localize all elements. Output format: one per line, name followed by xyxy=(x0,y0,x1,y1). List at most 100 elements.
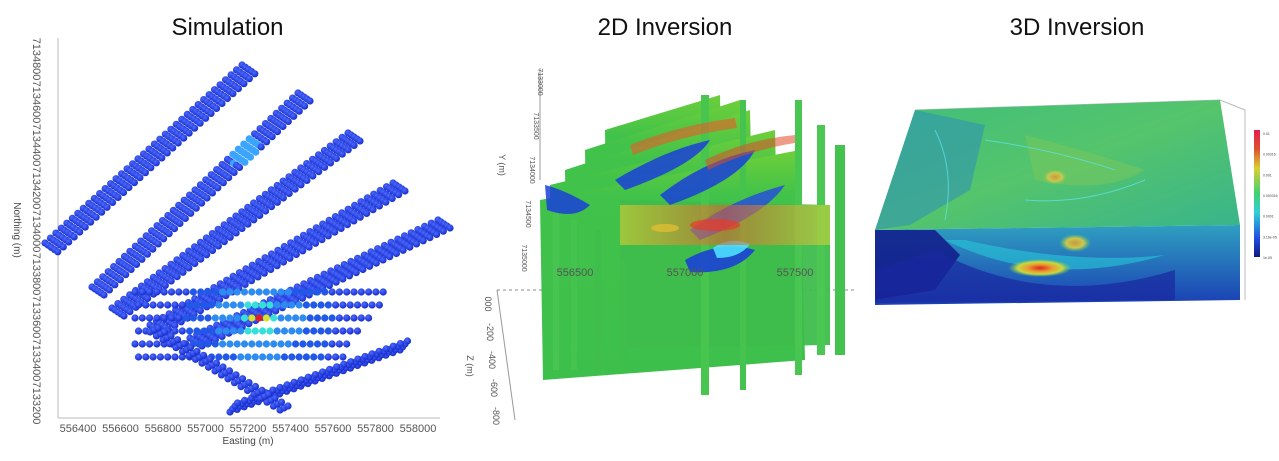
data-dot xyxy=(185,129,193,137)
simulation-plot: 556400 556600 556800 557000 557200 557400 5576… xyxy=(11,38,454,447)
data-dot xyxy=(146,340,154,348)
data-dot xyxy=(182,288,190,296)
data-dot xyxy=(340,360,348,368)
data-dot xyxy=(333,363,341,371)
data-dot xyxy=(196,307,204,315)
data-dot xyxy=(218,99,226,108)
data-dot xyxy=(130,179,138,187)
data-dot xyxy=(70,233,78,241)
simulation-xlabel: Easting (m) xyxy=(222,436,273,447)
data-dot xyxy=(339,353,347,361)
inversion-2d-panel: 2D Inversion xyxy=(455,0,923,461)
data-dot xyxy=(283,381,291,389)
data-dot xyxy=(343,340,351,348)
data-dot xyxy=(222,353,230,361)
data-dot xyxy=(171,353,179,361)
data-dot xyxy=(268,133,276,141)
data-dot xyxy=(197,288,205,296)
data-dot xyxy=(280,353,289,361)
data-dot xyxy=(310,353,318,361)
data-dot xyxy=(375,301,383,309)
x-tick-label: 557200 xyxy=(230,423,267,435)
data-dot xyxy=(245,320,253,328)
data-dot xyxy=(264,390,273,398)
data-dot xyxy=(193,301,201,309)
data-dot xyxy=(119,188,128,197)
data-dot xyxy=(160,314,168,322)
top-anomaly xyxy=(1042,169,1068,185)
data-dot xyxy=(254,273,262,281)
data-dot xyxy=(170,225,179,233)
data-dot xyxy=(299,288,307,296)
data-dot xyxy=(255,288,263,296)
inversion-2d-z-ticks: 000 -200 -400 -600 -800 xyxy=(483,296,501,425)
data-dot xyxy=(248,314,256,322)
data-dot xyxy=(292,250,300,259)
y-tick-label: 7133800 xyxy=(30,253,42,296)
data-dot xyxy=(202,114,210,122)
data-dot xyxy=(175,314,183,322)
x-tick-label: 556400 xyxy=(60,423,97,435)
data-dot xyxy=(142,353,150,361)
data-dot xyxy=(193,347,201,355)
data-dot xyxy=(226,233,234,241)
data-dot xyxy=(285,189,293,198)
data-dot xyxy=(156,353,164,361)
data-dot xyxy=(326,365,334,373)
data-dot xyxy=(292,288,300,296)
data-dot xyxy=(290,378,298,386)
data-dot xyxy=(149,301,157,309)
data-dot xyxy=(225,367,234,375)
data-dot xyxy=(263,138,271,146)
data-dot xyxy=(331,228,339,236)
data-dot xyxy=(134,327,143,335)
data-dot xyxy=(173,336,182,344)
data-dot xyxy=(321,288,329,296)
x-tick-label: 558000 xyxy=(400,423,437,435)
data-dot xyxy=(127,265,135,274)
data-dot xyxy=(354,355,362,363)
data-dot xyxy=(306,288,314,296)
data-dot xyxy=(343,288,351,296)
data-dot xyxy=(214,242,222,250)
data-dot xyxy=(167,288,176,296)
contour-lines xyxy=(934,129,1146,221)
data-dot xyxy=(419,237,427,245)
simulation-dots xyxy=(41,61,454,416)
data-dot xyxy=(288,327,296,335)
data-dot xyxy=(206,355,214,363)
data-dot xyxy=(65,238,73,246)
data-dot xyxy=(259,301,267,309)
data-dot xyxy=(246,153,254,161)
data-dot xyxy=(212,359,221,367)
x-tick-label-2d: 556500 xyxy=(557,267,594,279)
data-dot xyxy=(192,204,200,212)
data-dot xyxy=(232,371,240,379)
data-dot xyxy=(406,243,414,251)
data-dot xyxy=(332,327,340,335)
data-dot xyxy=(158,154,166,162)
data-dot xyxy=(200,301,208,309)
data-dot xyxy=(324,327,332,335)
data-dot xyxy=(203,194,211,202)
data-dot xyxy=(304,373,312,381)
data-dot xyxy=(350,288,358,296)
blue-flank xyxy=(875,110,985,230)
data-dot xyxy=(337,224,345,232)
data-dot xyxy=(273,198,281,206)
data-dot xyxy=(272,307,280,315)
data-dot xyxy=(136,174,144,182)
data-dot xyxy=(241,280,249,288)
data-dot xyxy=(219,179,227,187)
data-dot xyxy=(375,347,383,355)
data-dot xyxy=(299,247,307,255)
data-dot xyxy=(279,258,288,266)
data-dot xyxy=(339,301,347,309)
data-dot xyxy=(350,217,358,225)
data-dot xyxy=(267,203,276,211)
data-dot xyxy=(138,255,146,263)
data-dot xyxy=(301,102,309,110)
inversion-2d-title: 2D Inversion xyxy=(597,14,733,41)
data-dot xyxy=(321,340,329,348)
colorbar-labels: 0.01 0.00316 0.001 0.000316 0.0001 3.16e-05 1e… xyxy=(1263,132,1278,260)
